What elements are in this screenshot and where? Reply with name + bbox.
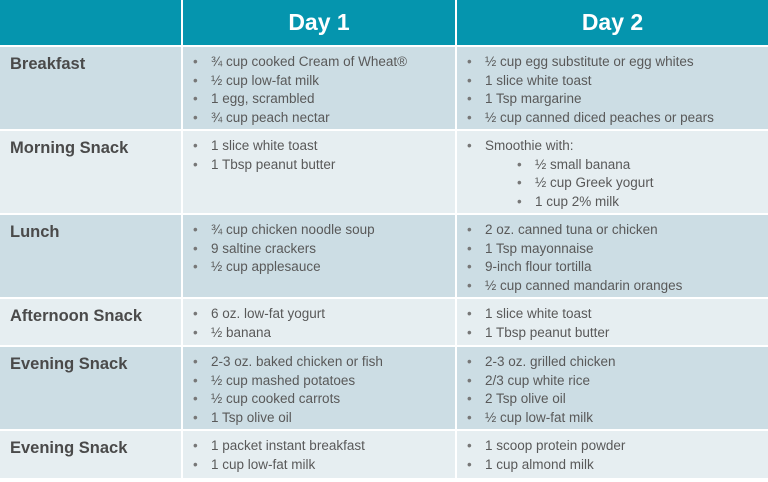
list-item: 1 Tsp olive oil — [193, 409, 445, 428]
list-item: ½ cup low-fat milk — [193, 72, 445, 91]
table-row: Breakfast¾ cup cooked Cream of Wheat®½ c… — [0, 47, 768, 129]
list-item: ½ cup mashed potatoes — [193, 372, 445, 391]
food-list: 1 slice white toast1 Tbsp peanut butter — [193, 137, 445, 174]
list-item: ½ cup applesauce — [193, 258, 445, 277]
list-item: ¾ cup chicken noodle soup — [193, 221, 445, 240]
meal-label: Morning Snack — [0, 131, 181, 213]
list-item: 1 cup almond milk — [467, 456, 758, 475]
meal-label: Afternoon Snack — [0, 299, 181, 345]
header-row: Day 1 Day 2 — [0, 0, 768, 45]
table-row: Afternoon Snack 6 oz. low-fat yogurt½ ban… — [0, 299, 768, 345]
list-item: 1 egg, scrambled — [193, 90, 445, 109]
food-list: 2 oz. canned tuna or chicken1 Tsp mayonn… — [467, 221, 758, 295]
sub-list-item: ½ cup Greek yogurt — [467, 174, 758, 193]
list-item: 1 packet instant breakfast — [193, 437, 445, 456]
day1-cell: ¾ cup chicken noodle soup9 saltine crack… — [183, 215, 455, 297]
list-item: 2/3 cup white rice — [467, 372, 758, 391]
list-item: 1 Tsp mayonnaise — [467, 240, 758, 259]
sub-list-item: 1 cup 2% milk — [467, 193, 758, 212]
food-list: 1 scoop protein powder1 cup almond milk — [467, 437, 758, 474]
list-item: 9 saltine crackers — [193, 240, 445, 259]
day1-cell: 1 packet instant breakfast1 cup low-fat … — [183, 431, 455, 478]
list-item: ¾ cup peach nectar — [193, 109, 445, 128]
header-blank — [0, 0, 181, 45]
list-item: ½ cup egg substitute or egg whites — [467, 53, 758, 72]
day2-cell: 1 slice white toast1 Tbsp peanut butter — [457, 299, 768, 345]
day2-cell: ½ cup egg substitute or egg whites1 slic… — [457, 47, 768, 129]
table-row: Lunch¾ cup chicken noodle soup9 saltine … — [0, 215, 768, 297]
table-row: Evening Snack1 packet instant breakfast1… — [0, 431, 768, 478]
meal-label: Breakfast — [0, 47, 181, 129]
header-day-1: Day 1 — [183, 0, 455, 45]
food-list: 6 oz. low-fat yogurt½ banana — [193, 305, 445, 342]
list-item: 1 Tbsp peanut butter — [193, 156, 445, 175]
day1-cell: ¾ cup cooked Cream of Wheat®½ cup low-fa… — [183, 47, 455, 129]
list-item: 1 slice white toast — [193, 137, 445, 156]
header-day-2: Day 2 — [457, 0, 768, 45]
list-item: 2 oz. canned tuna or chicken — [467, 221, 758, 240]
list-item: 1 Tsp margarine — [467, 90, 758, 109]
list-item: ¾ cup cooked Cream of Wheat® — [193, 53, 445, 72]
day2-cell: 1 scoop protein powder1 cup almond milk — [457, 431, 768, 478]
day1-cell: 1 slice white toast1 Tbsp peanut butter — [183, 131, 455, 213]
list-item: 1 scoop protein powder — [467, 437, 758, 456]
list-item: 1 slice white toast — [467, 305, 758, 324]
food-list: ¾ cup cooked Cream of Wheat®½ cup low-fa… — [193, 53, 445, 127]
food-list: 1 packet instant breakfast1 cup low-fat … — [193, 437, 445, 474]
list-item: 1 Tbsp peanut butter — [467, 324, 758, 343]
day2-cell: 2 oz. canned tuna or chicken1 Tsp mayonn… — [457, 215, 768, 297]
list-item: 1 cup low-fat milk — [193, 456, 445, 475]
list-item: ½ cup canned diced peaches or pears — [467, 109, 758, 128]
day2-cell: 2-3 oz. grilled chicken2/3 cup white ric… — [457, 347, 768, 429]
food-list: 2-3 oz. grilled chicken2/3 cup white ric… — [467, 353, 758, 427]
day1-cell: 2-3 oz. baked chicken or fish½ cup mashe… — [183, 347, 455, 429]
meal-label: Evening Snack — [0, 347, 181, 429]
day2-cell: Smoothie with:½ small banana½ cup Greek … — [457, 131, 768, 213]
list-item: 6 oz. low-fat yogurt — [193, 305, 445, 324]
list-item: ½ cup cooked carrots — [193, 390, 445, 409]
list-item: 2-3 oz. grilled chicken — [467, 353, 758, 372]
sub-list-item: ½ small banana — [467, 156, 758, 175]
list-item: ½ banana — [193, 324, 445, 343]
list-item: 2 Tsp olive oil — [467, 390, 758, 409]
list-item: Smoothie with: — [467, 137, 758, 156]
list-item: 1 slice white toast — [467, 72, 758, 91]
list-item: ½ cup canned mandarin oranges — [467, 277, 758, 296]
table-row: Evening Snack2-3 oz. baked chicken or fi… — [0, 347, 768, 429]
table-row: Morning Snack 1 slice white toast1 Tbsp p… — [0, 131, 768, 213]
food-list: ¾ cup chicken noodle soup9 saltine crack… — [193, 221, 445, 277]
meal-label: Lunch — [0, 215, 181, 297]
list-item: 2-3 oz. baked chicken or fish — [193, 353, 445, 372]
day1-cell: 6 oz. low-fat yogurt½ banana — [183, 299, 455, 345]
food-list: 2-3 oz. baked chicken or fish½ cup mashe… — [193, 353, 445, 427]
list-item: 9-inch flour tortilla — [467, 258, 758, 277]
food-list: 1 slice white toast1 Tbsp peanut butter — [467, 305, 758, 342]
list-item: ½ cup low-fat milk — [467, 409, 758, 428]
food-list: Smoothie with:½ small banana½ cup Greek … — [467, 137, 758, 211]
food-list: ½ cup egg substitute or egg whites1 slic… — [467, 53, 758, 127]
meal-label: Evening Snack — [0, 431, 181, 478]
